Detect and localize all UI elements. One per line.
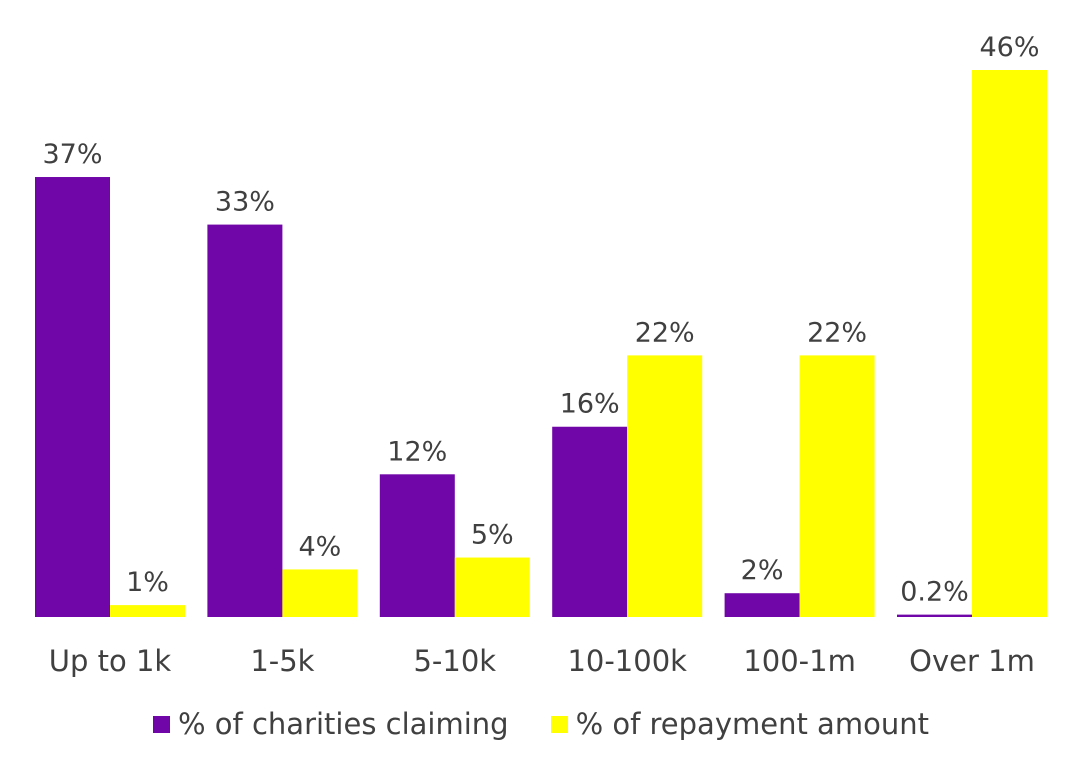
bar-repayment-0 bbox=[110, 605, 185, 617]
data-label-charities-5: 0.2% bbox=[900, 577, 969, 608]
bar-charities-5 bbox=[897, 614, 972, 617]
data-label-repayment-3: 22% bbox=[635, 317, 695, 348]
data-label-charities-1: 33% bbox=[215, 187, 275, 218]
data-label-repayment-0: 1% bbox=[126, 567, 169, 598]
data-label-repayment-1: 4% bbox=[298, 531, 341, 562]
data-label-charities-0: 37% bbox=[42, 139, 102, 170]
data-label-charities-3: 16% bbox=[560, 389, 620, 420]
bar-charities-4 bbox=[724, 593, 800, 617]
legend-label-charities: % of charities claiming bbox=[178, 707, 509, 741]
bar-charities-3 bbox=[552, 426, 628, 617]
legend: % of charities claiming % of repayment a… bbox=[0, 700, 1082, 748]
legend-swatch-charities bbox=[153, 715, 171, 733]
x-tick-label: Over 1m bbox=[909, 644, 1035, 678]
data-label-repayment-4: 22% bbox=[807, 317, 867, 348]
x-tick-label: Up to 1k bbox=[49, 644, 172, 678]
bar-repayment-1 bbox=[282, 569, 358, 617]
bar-charities-1 bbox=[207, 224, 283, 617]
bar-charities-0 bbox=[35, 177, 110, 618]
x-tick-label: 100-1m bbox=[743, 644, 856, 678]
legend-item-charities: % of charities claiming bbox=[153, 707, 509, 741]
x-tick-label: 10-100k bbox=[567, 644, 687, 678]
data-label-repayment-5: 46% bbox=[979, 32, 1039, 63]
data-label-charities-2: 12% bbox=[387, 436, 447, 467]
data-label-charities-4: 2% bbox=[741, 555, 784, 586]
legend-item-repayment: % of repayment amount bbox=[550, 707, 929, 741]
x-tick-label: 5-10k bbox=[413, 644, 496, 678]
legend-label-repayment: % of repayment amount bbox=[575, 707, 929, 741]
bar-repayment-4 bbox=[799, 355, 875, 617]
bar-charities-2 bbox=[379, 474, 455, 617]
bar-repayment-3 bbox=[627, 355, 703, 617]
data-label-repayment-2: 5% bbox=[471, 520, 514, 551]
legend-swatch-repayment bbox=[550, 715, 568, 733]
bar-repayment-5 bbox=[972, 70, 1047, 617]
bar-repayment-2 bbox=[454, 557, 530, 617]
bar-chart-svg: 37% 1% Up to 1k 33% 4% 1-5k 12% 5% 5-10k 16% 22% 10… bbox=[35, 32, 1047, 678]
x-tick-label: 1-5k bbox=[250, 644, 314, 678]
